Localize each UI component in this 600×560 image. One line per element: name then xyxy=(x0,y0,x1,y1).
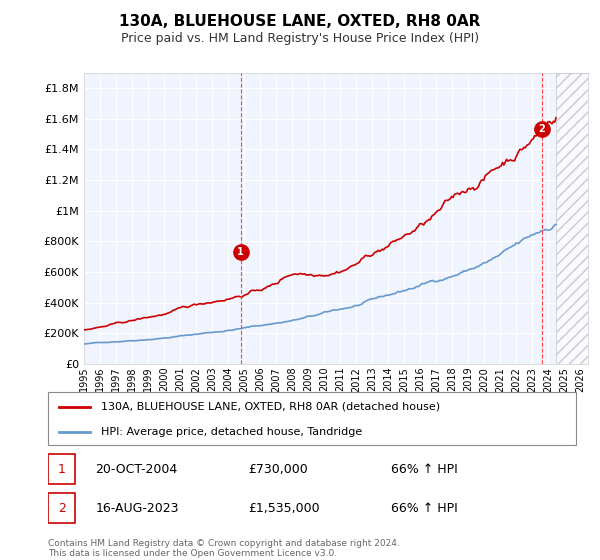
Text: Price paid vs. HM Land Registry's House Price Index (HPI): Price paid vs. HM Land Registry's House … xyxy=(121,32,479,45)
Text: 66% ↑ HPI: 66% ↑ HPI xyxy=(391,463,458,475)
Text: £1,535,000: £1,535,000 xyxy=(248,502,320,515)
Text: 130A, BLUEHOUSE LANE, OXTED, RH8 0AR: 130A, BLUEHOUSE LANE, OXTED, RH8 0AR xyxy=(119,14,481,29)
Text: Contains HM Land Registry data © Crown copyright and database right 2024.
This d: Contains HM Land Registry data © Crown c… xyxy=(48,539,400,558)
FancyBboxPatch shape xyxy=(48,455,76,484)
Text: 1: 1 xyxy=(58,463,65,475)
FancyBboxPatch shape xyxy=(48,493,76,522)
Text: 20-OCT-2004: 20-OCT-2004 xyxy=(95,463,178,475)
Text: 2: 2 xyxy=(58,502,65,515)
Text: 16-AUG-2023: 16-AUG-2023 xyxy=(95,502,179,515)
Text: 2: 2 xyxy=(539,124,545,134)
Text: £730,000: £730,000 xyxy=(248,463,308,475)
Text: 1: 1 xyxy=(238,247,244,257)
Bar xyxy=(556,73,588,364)
Text: 130A, BLUEHOUSE LANE, OXTED, RH8 0AR (detached house): 130A, BLUEHOUSE LANE, OXTED, RH8 0AR (de… xyxy=(101,402,440,412)
FancyBboxPatch shape xyxy=(48,392,576,445)
Text: HPI: Average price, detached house, Tandridge: HPI: Average price, detached house, Tand… xyxy=(101,427,362,437)
Text: 66% ↑ HPI: 66% ↑ HPI xyxy=(391,502,458,515)
